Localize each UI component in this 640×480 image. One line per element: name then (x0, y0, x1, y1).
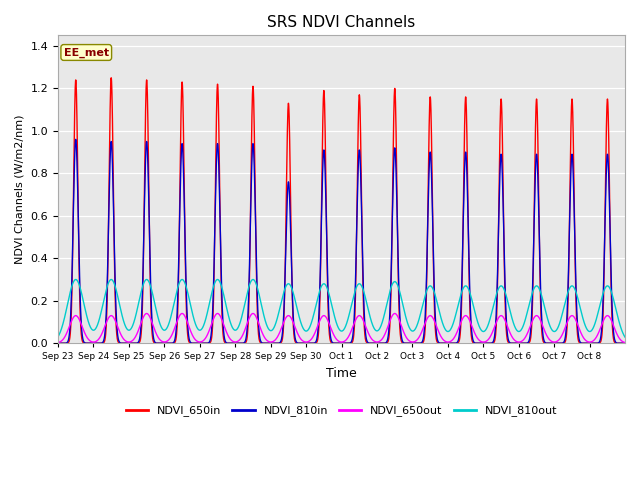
NDVI_650out (415, 336, 422, 341)
NDVI_650in (54, 340, 62, 346)
Line: NDVI_810out: NDVI_810out (58, 279, 625, 337)
NDVI_650out (621, 340, 629, 346)
X-axis label: Time: Time (326, 367, 357, 380)
NDVI_810out (170, 299, 178, 305)
NDVI_810out (465, 286, 472, 292)
NDVI_810in (615, 340, 623, 346)
NDVI_650in (534, 180, 542, 186)
NDVI_650out (54, 340, 62, 346)
NDVI_810in (621, 340, 629, 346)
NDVI_650in (621, 340, 629, 346)
NDVI_810out (500, 288, 508, 293)
NDVI_810in (465, 229, 472, 235)
NDVI_810in (415, 340, 422, 346)
Title: SRS NDVI Channels: SRS NDVI Channels (268, 15, 415, 30)
NDVI_810in (534, 199, 542, 205)
Y-axis label: NDVI Channels (W/m2/nm): NDVI Channels (W/m2/nm) (15, 115, 25, 264)
NDVI_810out (54, 334, 62, 340)
NDVI_810in (500, 261, 508, 267)
Legend: NDVI_650in, NDVI_810in, NDVI_650out, NDVI_810out: NDVI_650in, NDVI_810in, NDVI_650out, NDV… (122, 401, 562, 421)
NDVI_650in (500, 271, 508, 276)
NDVI_650out (500, 316, 508, 322)
NDVI_810out (143, 276, 150, 282)
NDVI_810in (72, 136, 79, 142)
Line: NDVI_650out: NDVI_650out (58, 313, 625, 343)
NDVI_650in (108, 75, 115, 81)
NDVI_810out (621, 334, 629, 340)
NDVI_650out (170, 327, 178, 333)
Text: EE_met: EE_met (64, 48, 109, 58)
NDVI_650out (534, 314, 542, 320)
NDVI_650in (415, 340, 422, 346)
Line: NDVI_810in: NDVI_810in (58, 139, 625, 343)
NDVI_810in (170, 338, 178, 344)
NDVI_650out (615, 335, 623, 340)
NDVI_650out (179, 311, 186, 316)
NDVI_810out (415, 319, 422, 324)
Line: NDVI_650in: NDVI_650in (58, 78, 625, 343)
NDVI_650out (465, 315, 472, 321)
NDVI_650in (170, 340, 178, 346)
NDVI_650in (465, 228, 472, 233)
NDVI_810in (54, 340, 62, 346)
NDVI_810out (615, 318, 623, 324)
NDVI_650in (615, 340, 623, 346)
NDVI_810out (534, 285, 542, 290)
